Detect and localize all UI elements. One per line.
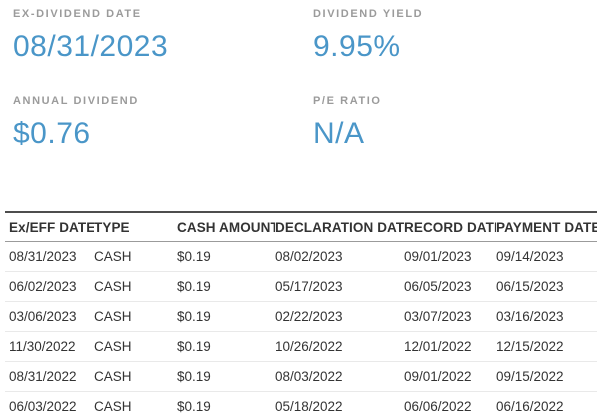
table-cell: $0.19 [177,271,275,302]
stat-dividend-yield: DIVIDEND YIELD 9.95% [313,8,600,95]
table-cell: 10/26/2022 [275,331,404,362]
stat-value: N/A [313,117,365,150]
stat-label: P/E RATIO [313,95,382,107]
table-cell: 06/15/2023 [496,271,597,302]
table-cell: 05/17/2023 [275,271,404,302]
dividend-row: 11/30/2022 CASH $0.19 10/26/2022 12/01/2… [5,331,597,362]
dividend-summary-stats: EX-DIVIDEND DATE 08/31/2023 DIVIDEND YIE… [0,0,600,182]
column-header-ex-eff-date: Ex/EFF DATE [5,212,94,242]
stat-label: DIVIDEND YIELD [313,8,424,20]
dividend-row: 03/06/2023 CASH $0.19 02/22/2023 03/07/2… [5,301,597,332]
table-cell: 11/30/2022 [5,331,94,362]
table-cell: CASH [94,361,177,392]
table-cell: 06/03/2022 [5,391,94,413]
dividend-row: 06/02/2023 CASH $0.19 05/17/2023 06/05/2… [5,271,597,302]
column-header-cash-amount: CASH AMOUNT [177,212,275,242]
table-cell: 03/06/2023 [5,301,94,332]
table-cell: CASH [94,271,177,302]
dividend-row: 06/03/2022 CASH $0.19 05/18/2022 06/06/2… [5,391,597,413]
table-cell: CASH [94,241,177,272]
table-cell: 08/03/2022 [275,361,404,392]
table-cell: 12/01/2022 [404,331,496,362]
stat-label: ANNUAL DIVIDEND [13,95,139,107]
table-cell: $0.19 [177,301,275,332]
table-cell: 05/18/2022 [275,391,404,413]
table-cell: 06/05/2023 [404,271,496,302]
table-cell: 06/02/2023 [5,271,94,302]
stat-pe-ratio: P/E RATIO N/A [313,95,600,182]
dividend-row: 08/31/2022 CASH $0.19 08/03/2022 09/01/2… [5,361,597,392]
table-cell: 06/06/2022 [404,391,496,413]
stat-annual-dividend: ANNUAL DIVIDEND $0.76 [13,95,313,182]
table-cell: 12/15/2022 [496,331,597,362]
table-cell: 02/22/2023 [275,301,404,332]
stat-value: 08/31/2023 [13,30,169,63]
table-header-row: Ex/EFF DATE TYPE CASH AMOUNT DECLARATION… [5,212,597,242]
table-cell: $0.19 [177,241,275,272]
table-cell: 09/15/2022 [496,361,597,392]
table-cell: 08/02/2023 [275,241,404,272]
column-header-payment-date: PAYMENT DATE [496,212,597,242]
stat-label: EX-DIVIDEND DATE [13,8,142,20]
table-cell: 03/07/2023 [404,301,496,332]
table-cell: $0.19 [177,331,275,362]
table-cell: 09/01/2023 [404,241,496,272]
table-cell: 08/31/2022 [5,361,94,392]
dividend-row: 08/31/2023 CASH $0.19 08/02/2023 09/01/2… [5,241,597,272]
stat-ex-dividend-date: EX-DIVIDEND DATE 08/31/2023 [13,8,313,95]
table-cell: CASH [94,301,177,332]
column-header-type: TYPE [94,212,177,242]
table-cell: 03/16/2023 [496,301,597,332]
table-cell: 09/01/2022 [404,361,496,392]
stat-value: 9.95% [313,30,401,63]
table-cell: $0.19 [177,391,275,413]
table-cell: 09/14/2023 [496,241,597,272]
table-cell: CASH [94,331,177,362]
column-header-record-date: RECORD DATE [404,212,496,242]
table-cell: $0.19 [177,361,275,392]
table-cell: 06/16/2022 [496,391,597,413]
dividend-history-table: Ex/EFF DATE TYPE CASH AMOUNT DECLARATION… [5,211,597,413]
column-header-declaration-date: DECLARATION DATE [275,212,404,242]
stat-value: $0.76 [13,117,91,150]
table-cell: CASH [94,391,177,413]
table-cell: 08/31/2023 [5,241,94,272]
